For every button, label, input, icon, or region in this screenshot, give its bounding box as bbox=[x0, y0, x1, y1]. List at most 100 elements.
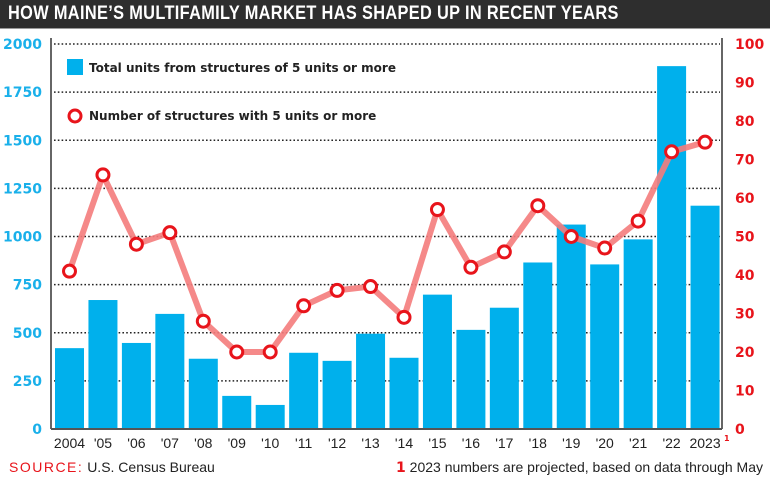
left-axis-tick-label: 1000 bbox=[3, 230, 42, 246]
legend-bar-swatch bbox=[67, 59, 83, 75]
x-axis-tick-label: '16 bbox=[462, 435, 480, 451]
x-axis-tick-label: '19 bbox=[562, 435, 580, 451]
data-point-marker bbox=[262, 344, 278, 360]
bar bbox=[222, 395, 252, 429]
right-axis-tick-label: 50 bbox=[735, 230, 755, 246]
left-axis-tick-label: 1500 bbox=[3, 133, 42, 149]
right-axis-tick-label: 60 bbox=[735, 191, 755, 207]
bar bbox=[322, 360, 352, 429]
x-axis-tick-label: '13 bbox=[361, 435, 379, 451]
x-axis-tick-label: '09 bbox=[228, 435, 246, 451]
data-point-marker bbox=[530, 198, 546, 214]
data-point-marker bbox=[597, 240, 613, 256]
x-axis-tick-label: '21 bbox=[629, 435, 647, 451]
x-axis-ticks: 2004 '05 '06 '07 '08 '09 '10 '11 '12 '13 '14 '15 '16… bbox=[54, 434, 730, 451]
right-axis-tick-label: 70 bbox=[735, 153, 755, 169]
gridlines bbox=[54, 43, 720, 382]
right-axis-tick-label: 30 bbox=[735, 307, 755, 323]
source-note: SOURCE: U.S. Census Bureau bbox=[9, 459, 215, 475]
data-point-marker bbox=[496, 244, 512, 260]
footnote: 1 2023 numbers are projected, based on d… bbox=[396, 459, 763, 476]
x-axis-tick-label: '06 bbox=[127, 435, 145, 451]
x-axis-tick-label: '07 bbox=[161, 435, 179, 451]
x-axis-tick-label: '18 bbox=[529, 435, 547, 451]
legend: Total units from structures of 5 units o… bbox=[67, 59, 396, 124]
right-axis-ticks: 0 10 20 30 40 50 60 70 80 90 100 bbox=[735, 37, 764, 438]
bar bbox=[188, 358, 218, 429]
bar bbox=[55, 348, 84, 429]
right-axis-tick-label: 100 bbox=[735, 37, 764, 53]
bar bbox=[657, 66, 687, 429]
x-axis-tick-label: '11 bbox=[295, 435, 312, 451]
right-axis-tick-label: 0 bbox=[735, 422, 745, 438]
data-point-marker bbox=[329, 282, 345, 298]
bar bbox=[690, 205, 720, 429]
x-axis-tick-label: '17 bbox=[495, 435, 513, 451]
footnote-number: 1 bbox=[396, 460, 406, 476]
bar bbox=[289, 352, 319, 429]
data-point-marker bbox=[463, 259, 479, 275]
bar-series bbox=[55, 66, 720, 429]
right-axis-tick-label: 40 bbox=[735, 268, 755, 284]
line-series bbox=[62, 134, 713, 360]
legend-bar-label: Total units from structures of 5 units o… bbox=[89, 61, 396, 75]
right-axis-tick-label: 20 bbox=[735, 345, 755, 361]
legend-line-label: Number of structures with 5 units or mor… bbox=[89, 109, 376, 123]
data-point-marker bbox=[62, 263, 77, 279]
data-point-marker bbox=[664, 144, 680, 160]
bar bbox=[389, 357, 419, 429]
data-point-marker bbox=[697, 134, 713, 150]
chart-title: HOW MAINE’S MULTIFAMILY MARKET HAS SHAPE… bbox=[8, 3, 619, 24]
data-point-marker bbox=[95, 167, 111, 183]
x-axis-tick-label: '08 bbox=[194, 435, 212, 451]
bar bbox=[422, 294, 452, 429]
left-axis-tick-label: 2000 bbox=[3, 37, 42, 53]
bar bbox=[489, 307, 519, 429]
bar bbox=[356, 333, 386, 429]
bar bbox=[155, 313, 185, 429]
legend-line-marker bbox=[67, 108, 83, 124]
left-axis-tick-label: 500 bbox=[13, 326, 42, 342]
x-axis-tick-label: '15 bbox=[428, 435, 446, 451]
data-point-marker bbox=[363, 279, 379, 295]
x-axis-tick-label: 2023 bbox=[689, 435, 720, 451]
left-axis-tick-label: 1250 bbox=[3, 181, 42, 197]
bar bbox=[623, 239, 653, 429]
left-axis-ticks: 0 250 500 750 1000 1250 1500 1750 2000 bbox=[3, 37, 42, 438]
x-axis-tick-label: 2004 bbox=[54, 435, 85, 451]
data-point-marker bbox=[128, 236, 144, 252]
bar bbox=[590, 264, 620, 429]
data-point-marker bbox=[396, 309, 412, 325]
bar bbox=[556, 224, 586, 429]
bar bbox=[88, 300, 118, 429]
left-axis-tick-label: 1750 bbox=[3, 85, 42, 101]
source-label: SOURCE: bbox=[9, 459, 84, 475]
footnote-text: 2023 numbers are projected, based on dat… bbox=[409, 459, 763, 475]
data-point-marker bbox=[195, 313, 211, 329]
bar bbox=[121, 342, 151, 429]
left-axis-tick-label: 0 bbox=[32, 422, 42, 438]
x-axis-tick-label: '20 bbox=[596, 435, 614, 451]
title-bar: HOW MAINE’S MULTIFAMILY MARKET HAS SHAPE… bbox=[0, 0, 770, 29]
footnote-marker: 1 bbox=[724, 434, 730, 443]
x-axis-tick-label: '10 bbox=[261, 435, 279, 451]
data-point-marker bbox=[296, 298, 312, 314]
right-axis-tick-label: 90 bbox=[735, 76, 755, 92]
data-point-marker bbox=[630, 213, 646, 229]
left-axis-tick-label: 250 bbox=[13, 374, 42, 390]
data-point-marker bbox=[429, 202, 445, 218]
x-axis-tick-label: '05 bbox=[94, 435, 112, 451]
left-axis-tick-label: 750 bbox=[13, 278, 42, 294]
bar bbox=[255, 404, 285, 429]
right-axis-tick-label: 80 bbox=[735, 114, 755, 130]
axes bbox=[50, 38, 723, 430]
data-point-marker bbox=[563, 229, 579, 244]
data-point-marker bbox=[229, 344, 245, 360]
source-text: U.S. Census Bureau bbox=[87, 459, 215, 475]
x-axis-tick-label: '22 bbox=[662, 435, 680, 451]
right-axis-tick-label: 10 bbox=[735, 384, 755, 400]
data-point-marker bbox=[162, 225, 178, 241]
x-axis-tick-label: '14 bbox=[395, 435, 413, 451]
x-axis-tick-label: '12 bbox=[328, 435, 346, 451]
